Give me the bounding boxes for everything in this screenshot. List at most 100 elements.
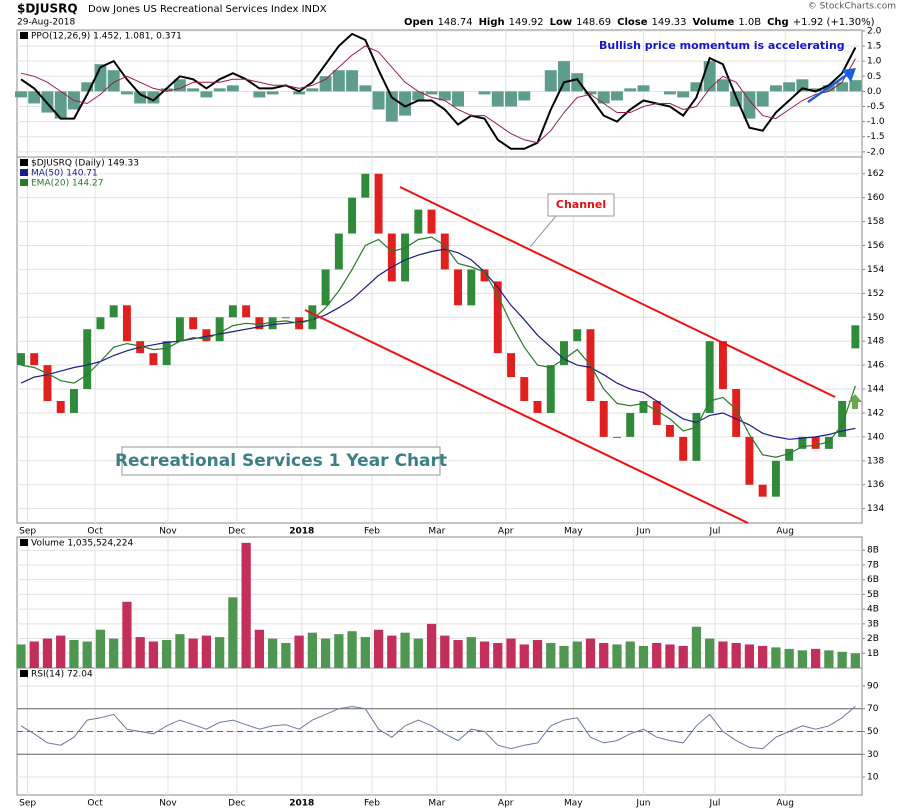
candle-body: [626, 412, 635, 437]
ppo-line: [20, 32, 857, 150]
candle-body: [255, 317, 264, 330]
volume-bar: [479, 641, 490, 668]
legend-entry: Volume 1,035,524,224: [31, 539, 133, 549]
histogram-bar: [160, 88, 173, 92]
candle-body: [414, 209, 423, 234]
quote-label: Close: [617, 17, 648, 28]
histogram-bar: [120, 91, 133, 95]
y-tick-label: 7B: [867, 560, 879, 570]
candle-body: [308, 305, 317, 330]
volume-bar: [824, 650, 834, 668]
chart-caption: Recreational Services 1 Year Chart: [115, 451, 447, 471]
volume-bar: [241, 542, 251, 668]
rsi-line: [20, 705, 856, 750]
histogram-bar: [518, 91, 531, 101]
x-tick-label: Dec: [228, 527, 245, 537]
candle-body: [334, 233, 343, 270]
volume-bar: [162, 640, 172, 668]
y-tick-label: 0.0: [867, 87, 882, 97]
volume-bar: [466, 637, 476, 668]
x-tick-label: Oct: [87, 527, 103, 537]
quote-value: 148.74: [438, 17, 473, 28]
histogram-bar: [306, 88, 319, 92]
candle-body: [175, 317, 184, 342]
candle-body: [83, 329, 92, 390]
x-tick-label: 2018: [289, 799, 314, 809]
volume-bar: [453, 640, 463, 668]
y-tick-label: 10: [867, 773, 879, 783]
channel-top: [399, 186, 836, 398]
legend-swatch: [20, 32, 28, 39]
quote: Open 148.74 High 149.92 Low 148.69 Close 149.33…: [404, 17, 875, 28]
x-tick-label: Feb: [364, 527, 380, 537]
candle-body: [17, 353, 25, 366]
moving-average: [20, 236, 856, 458]
histogram-bar: [624, 88, 637, 92]
y-tick-label: 152: [867, 289, 884, 299]
histogram-bar: [266, 91, 279, 95]
histogram-bar: [385, 91, 398, 122]
candle-body: [613, 436, 621, 438]
volume-bar: [625, 641, 635, 668]
candle-body: [162, 341, 171, 366]
volume-bar: [320, 638, 331, 668]
candle-body: [639, 401, 648, 413]
volume-bar: [678, 645, 688, 668]
candle-body: [321, 269, 330, 306]
y-tick-label: 50: [867, 727, 879, 737]
candle-body: [96, 317, 105, 330]
volume-bar: [758, 645, 768, 668]
volume-bar: [506, 638, 516, 668]
x-tick-label: Jun: [635, 527, 650, 537]
histogram-bar: [796, 79, 809, 92]
y-tick-label: 4B: [867, 605, 879, 615]
candle-body: [361, 173, 370, 198]
volume-bar: [109, 638, 119, 668]
volume-bar: [307, 632, 317, 668]
volume-bar: [837, 651, 847, 668]
copyright: © StockCharts.com: [808, 2, 896, 12]
x-tick-label: Nov: [159, 799, 177, 809]
y-tick-label: 142: [867, 408, 884, 418]
histogram-bar: [836, 82, 849, 92]
quote-value: 149.92: [509, 17, 544, 28]
y-tick-label: -0.5: [867, 102, 885, 112]
title-box: [121, 446, 441, 476]
histogram-bar: [200, 91, 213, 98]
breakout-arrow: [848, 394, 862, 409]
x-tick-label: Mar: [428, 527, 445, 537]
histogram-bar: [147, 91, 160, 104]
volume-bar: [585, 638, 596, 668]
volume-bar: [82, 641, 92, 668]
ppo-annotation: Bullish price momentum is accelerating: [599, 39, 845, 52]
x-tick-label: Apr: [498, 799, 514, 809]
y-tick-label: 134: [867, 504, 884, 514]
histogram-bar: [173, 79, 186, 92]
volume-bar: [440, 635, 450, 668]
histogram-bar: [544, 70, 557, 92]
x-tick-label: Dec: [228, 799, 245, 809]
quote-label: Low: [550, 17, 572, 28]
date: 29-Aug-2018: [17, 18, 76, 28]
y-tick-label: 136: [867, 480, 884, 490]
y-tick-label: 8B: [867, 546, 879, 556]
channel-label: Channel: [556, 198, 606, 211]
candle-body: [56, 401, 65, 413]
quote-label: Volume: [693, 17, 735, 28]
y-tick-label: 2B: [867, 634, 879, 644]
volume-bar: [652, 642, 662, 668]
histogram-bar: [346, 70, 359, 92]
volume-bar: [413, 638, 423, 668]
histogram-bar: [332, 70, 345, 92]
candle-body: [520, 377, 529, 401]
volume-bar: [188, 638, 198, 668]
momentum-arrow-head: [842, 68, 856, 82]
volume-bar: [281, 642, 291, 668]
candle-body: [824, 436, 833, 449]
y-tick-label: 146: [867, 361, 884, 371]
volume-bar: [267, 638, 278, 668]
legend-swatch: [20, 169, 28, 176]
quote-label: Chg: [767, 17, 789, 28]
y-tick-label: 1B: [867, 649, 879, 659]
volume-bar: [546, 642, 556, 668]
